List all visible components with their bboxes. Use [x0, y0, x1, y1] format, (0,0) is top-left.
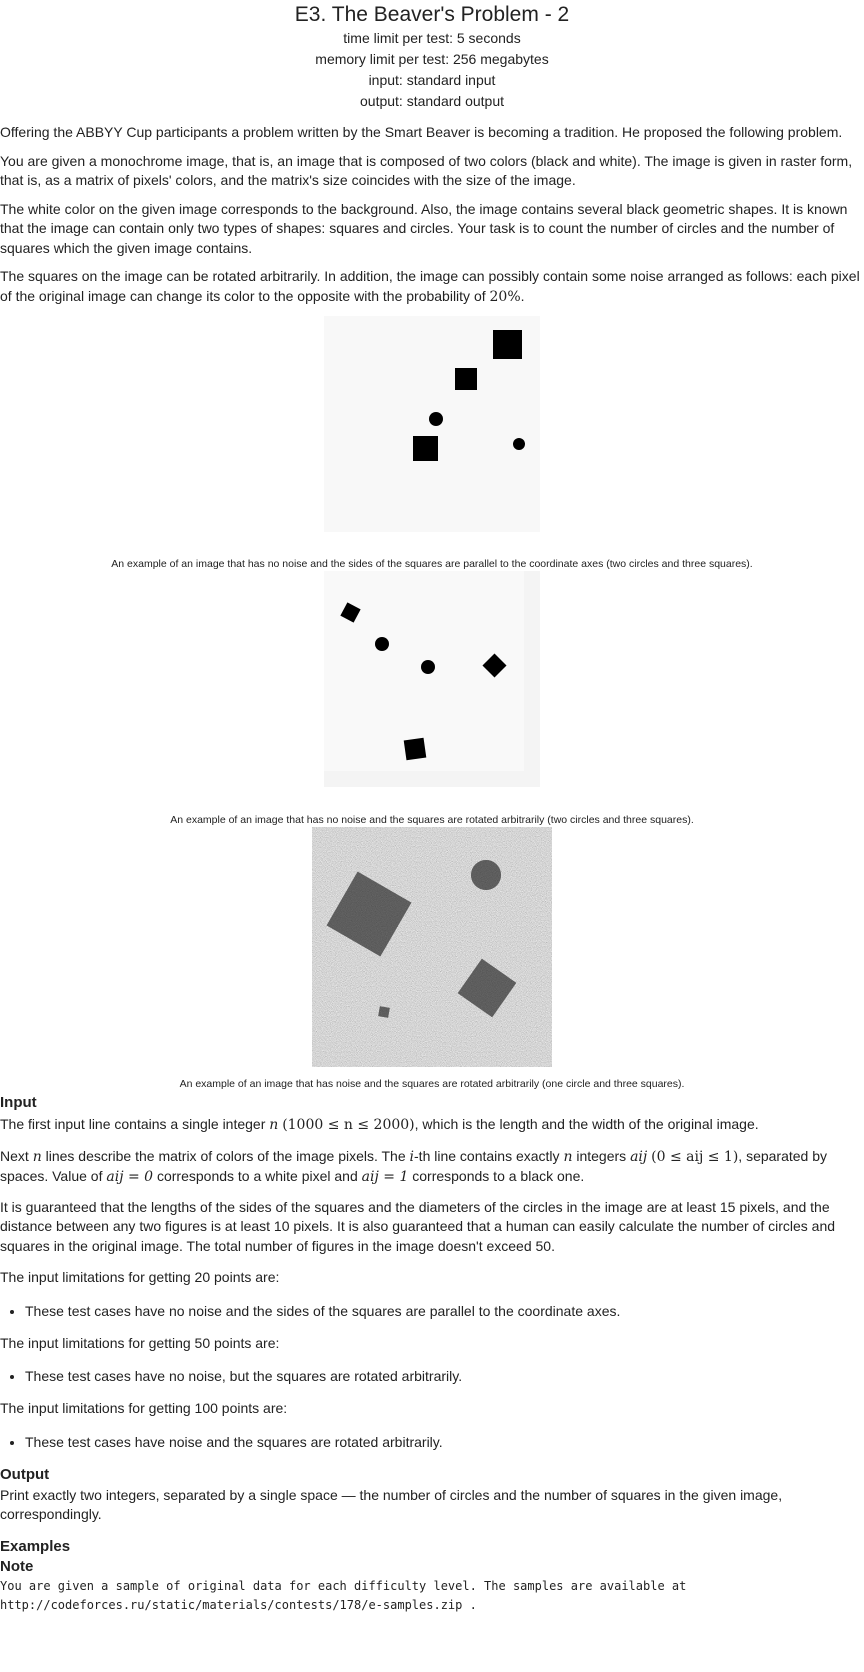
input-p2-g: corresponds to a black one.: [412, 1168, 585, 1184]
figure-1-circle-2: [513, 438, 525, 450]
limit-100-list: These test cases have noise and the squa…: [0, 1433, 864, 1452]
input-section: Input The first input line contains a si…: [0, 1094, 864, 1452]
problem-statement: Offering the ABBYY Cup participants a pr…: [0, 123, 864, 307]
note-line-1: You are given a sample of original data …: [0, 1578, 687, 1593]
figure-3-caption: An example of an image that has noise an…: [179, 1078, 685, 1090]
problem-title: E3. The Beaver's Problem - 2: [294, 3, 570, 26]
examples-section: Examples: [0, 1538, 864, 1556]
input-p1-text: The first input line contains a single i…: [0, 1116, 266, 1132]
output-spec: output: standard output: [360, 93, 504, 109]
statement-p4-end: .: [520, 287, 525, 304]
note-title: Note: [0, 1557, 34, 1575]
var-n-3: n: [563, 1148, 573, 1165]
problem-header: E3. The Beaver's Problem - 2 time limit …: [0, 0, 864, 112]
input-p2: Next n lines describe the matrix of colo…: [0, 1147, 864, 1188]
figure-3: An example of an image that has noise an…: [0, 827, 864, 1091]
figure-2-square-1: [340, 602, 361, 623]
limit-50-item: These test cases have no noise, but the …: [25, 1367, 864, 1386]
statement-p4: The squares on the image can be rotated …: [0, 267, 864, 307]
figure-1-caption: An example of an image that has no noise…: [111, 558, 753, 570]
limit-20-item: These test cases have no noise and the s…: [25, 1302, 864, 1321]
note-line-2: http://codeforces.ru/static/materials/co…: [0, 1597, 477, 1612]
statement-p4-text: The squares on the image can be rotated …: [0, 268, 860, 304]
output-p1: Print exactly two integers, separated by…: [0, 1486, 783, 1523]
var-n-2: n: [32, 1148, 42, 1165]
output-section: Output Print exactly two integers, separ…: [0, 1466, 864, 1525]
figure-1-square-3: [413, 436, 438, 461]
figure-2-circle-1: [375, 637, 389, 651]
figure-2-square-3: [403, 737, 427, 761]
input-p2-b: lines describe the matrix of colors of t…: [45, 1147, 406, 1164]
limit-100-text: The input limitations for getting 100 po…: [0, 1400, 288, 1416]
figure-1-circle-1: [429, 412, 443, 426]
figure-2-image: [324, 571, 540, 787]
input-spec: input: standard input: [368, 72, 496, 88]
figure-2: An example of an image that has no noise…: [0, 571, 864, 827]
limit-50-text: The input limitations for getting 50 poi…: [0, 1334, 280, 1351]
statement-p2: You are given a monochrome image, that i…: [0, 152, 853, 189]
figure-3-noise: [312, 827, 552, 1067]
input-p2-a: Next: [0, 1147, 29, 1164]
figure-1-square-2: [455, 368, 477, 390]
n-range: (1000 ≤ n ≤ 2000): [282, 1117, 415, 1133]
figure-1-image: [324, 316, 540, 532]
figure-2-caption: An example of an image that has no noise…: [170, 814, 694, 826]
limit-50-list: These test cases have no noise, but the …: [0, 1367, 864, 1386]
limit-20-text: The input limitations for getting 20 poi…: [0, 1269, 280, 1285]
input-p1-end: , which is the length and the width of t…: [414, 1116, 759, 1132]
figure-3-image: [312, 827, 552, 1067]
statement-p1: Offering the ABBYY Cup participants a pr…: [0, 124, 843, 140]
var-aij: aij: [630, 1148, 648, 1165]
input-p2-e: , separated by spaces. Value of: [0, 1147, 828, 1185]
input-p3: It is guaranteed that the lengths of the…: [0, 1198, 836, 1254]
figure-1-square-1: [493, 330, 522, 359]
limit-20-list: These test cases have no noise and the s…: [0, 1302, 864, 1321]
memory-limit: memory limit per test: 256 megabytes: [315, 51, 549, 67]
aij-range: (0 ≤ aij ≤ 1): [651, 1148, 739, 1165]
noise-probability: 20%: [489, 288, 521, 305]
time-limit: time limit per test: 5 seconds: [343, 30, 521, 46]
note-section: Note You are given a sample of original …: [0, 1558, 864, 1615]
input-p1: The first input line contains a single i…: [0, 1115, 864, 1136]
input-title: Input: [0, 1094, 37, 1111]
output-title: Output: [0, 1465, 50, 1483]
var-n: n: [269, 1117, 279, 1133]
figure-2-circle-2: [421, 660, 435, 674]
input-p2-c: -th line contains exactly: [414, 1147, 560, 1164]
aij-zero: aij = 0: [106, 1169, 154, 1185]
examples-title: Examples: [0, 1537, 71, 1555]
input-p2-d: integers: [576, 1147, 627, 1164]
var-i: i: [409, 1148, 415, 1165]
statement-p3: The white color on the given image corre…: [0, 200, 848, 256]
aij-one: aij = 1: [361, 1169, 409, 1185]
figure-1: An example of an image that has no noise…: [0, 316, 864, 571]
limit-100-item: These test cases have noise and the squa…: [25, 1433, 864, 1452]
input-p2-f: corresponds to a white pixel and: [156, 1168, 358, 1184]
